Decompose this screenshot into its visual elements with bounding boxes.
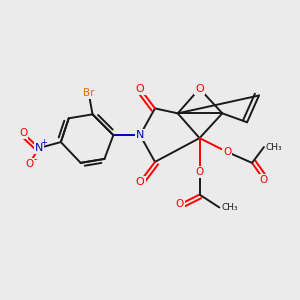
Text: O: O <box>260 175 268 185</box>
Text: Br: Br <box>83 88 94 98</box>
Text: O: O <box>19 128 27 138</box>
Text: CH₃: CH₃ <box>266 142 283 152</box>
Text: O: O <box>195 84 204 94</box>
Text: O: O <box>195 167 204 177</box>
Text: CH₃: CH₃ <box>221 203 238 212</box>
Text: O: O <box>25 159 33 169</box>
Text: O: O <box>176 200 184 209</box>
Text: O: O <box>136 177 145 187</box>
Text: -: - <box>33 154 37 164</box>
Text: N: N <box>136 130 144 140</box>
Text: O: O <box>136 84 145 94</box>
Text: O: O <box>223 147 231 157</box>
Text: N: N <box>35 143 43 153</box>
Text: +: + <box>40 138 47 147</box>
